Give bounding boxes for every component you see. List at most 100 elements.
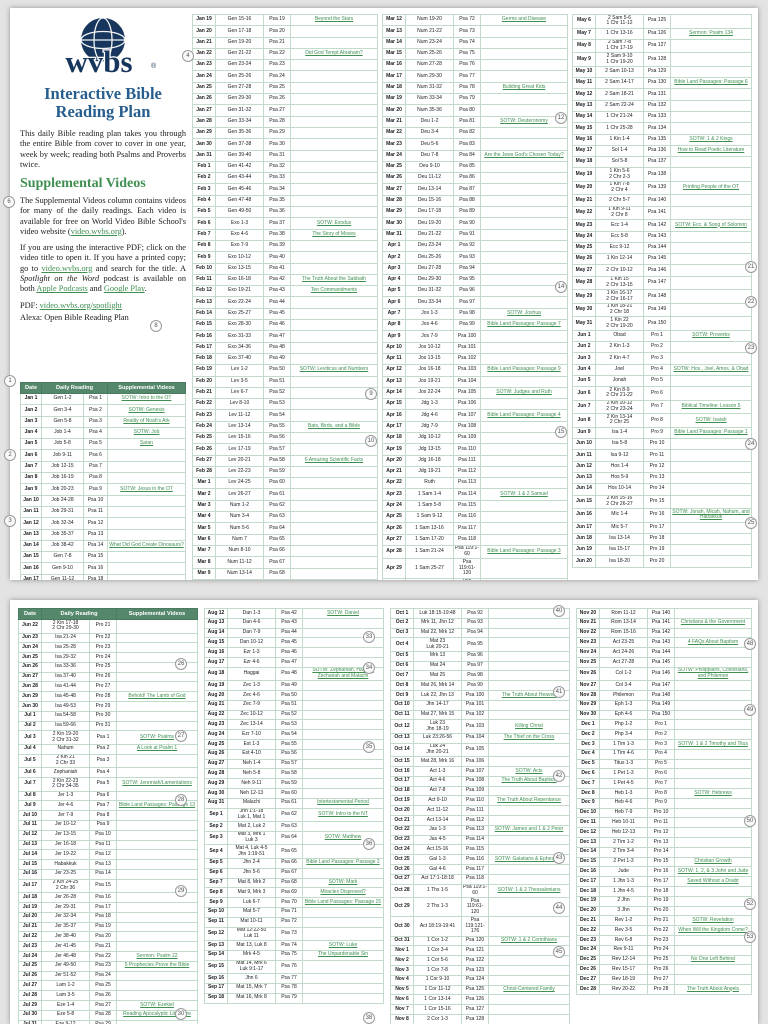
psalm-cell: Psa 127 <box>461 1004 489 1015</box>
video-link[interactable]: SOTW: Jonah, Micah, Nahum, and Habakkuk <box>670 508 752 523</box>
reading-cell: Dan 7-9 <box>227 627 276 639</box>
video-link[interactable]: The Truth About Angels <box>674 983 752 995</box>
video-link[interactable]: SOTW: Ezekiel <box>116 1000 198 1011</box>
psalm-cell: Pro 31 <box>89 720 117 732</box>
video-link[interactable]: Are the Jews God's Chosen Today? <box>480 149 568 162</box>
video-link[interactable]: SOTW: Genesis <box>107 404 186 417</box>
video-link[interactable]: Bible Land Passages: Passage 15 <box>302 897 384 908</box>
video-link[interactable]: Bible Land Passages: Passage 3 <box>480 544 568 560</box>
video-cell <box>290 556 378 569</box>
video-link[interactable]: Bible Land Passages: Passage 2 <box>302 857 384 869</box>
table-row: Mar 21 Deu 1-2 Psa 81 SOTW: Deuteronomy <box>382 115 568 128</box>
video-link[interactable]: 6 Amazing Scientific Facts <box>290 454 378 467</box>
video-link[interactable]: When Will the Kingdom Come? <box>674 925 752 936</box>
video-cell <box>670 494 752 509</box>
video-link[interactable]: Sermon: Psalm 134 <box>670 27 752 40</box>
reading-cell: Jos 16-18 <box>405 364 454 377</box>
video-link[interactable]: Germs and Disease <box>480 13 568 27</box>
video-link[interactable]: 4 FAQs About Baptism <box>674 637 752 649</box>
table-row: Jan 5 Job 5-8 Psa 5 Satan <box>20 438 186 451</box>
video-link[interactable]: Bible Land Passages: Passage 9 <box>480 364 568 377</box>
video-link[interactable]: A Look at Psalm 1 <box>116 743 198 755</box>
video-link[interactable]: SOTW: James and 1 & 2 Peter <box>488 824 570 836</box>
video-link[interactable]: The Truth About Repentance <box>488 795 570 807</box>
date-cell: Jan 2 <box>20 404 42 417</box>
video-link[interactable]: Behold! The Lamb of God <box>116 691 198 703</box>
video-link[interactable]: The Truth About the Sabbath <box>290 273 378 287</box>
date-cell: Jan 4 <box>20 426 42 440</box>
video-link[interactable]: Printing People of the OT <box>670 180 752 196</box>
video-link[interactable]: SOTW: 1, 2, & 3 John and Jude <box>674 866 752 878</box>
video-link[interactable]: SOTW: Job <box>107 426 186 440</box>
video-link[interactable]: SOTW: Jesus in the OT <box>107 483 186 496</box>
video-link[interactable]: SOTW: Hos., Joel, Amos, & Obad <box>670 363 752 376</box>
psalm-cell: Pro 26 <box>89 671 117 683</box>
video-link[interactable]: SOTW: 1 & 2 Samuel <box>480 488 568 501</box>
video-link[interactable]: Building Great Kids <box>480 81 568 95</box>
video-link[interactable]: Christian Growth <box>674 856 752 868</box>
video-link[interactable]: Bats, Birds, and a Bible <box>290 420 378 433</box>
video-link[interactable]: SOTW: Intro to the OT <box>107 392 186 406</box>
video-link[interactable]: Beyond the Stars <box>290 13 378 27</box>
reading-cell: 1 Chr 25-28 <box>595 122 644 135</box>
video-link[interactable]: Bible Land Passages: Passage 4 <box>480 409 568 422</box>
video-link[interactable]: Reality of Noah's Ark <box>107 415 186 428</box>
video-link[interactable]: SOTW: Hebrews <box>674 788 752 799</box>
video-link[interactable]: Did God Tempt Abraham? <box>290 47 378 61</box>
video-link[interactable]: SOTW: Jeremiah/Lamentations <box>116 777 198 792</box>
video-cell <box>302 758 384 770</box>
video-link[interactable]: SOTW: 1 & 2 Corinthians <box>488 935 570 947</box>
video-link[interactable]: SOTW: Proverbs <box>670 329 752 343</box>
video-link[interactable]: SOTW: 1 & 2 Thessalonians <box>488 883 570 899</box>
video-link[interactable]: SOTW: Philippians, Colossians, and Phile… <box>674 666 752 682</box>
video-link[interactable]: Sermon: Psalm 22 <box>116 951 198 962</box>
video-link[interactable]: Miracles Disproved? <box>302 887 384 899</box>
reading-cell: Rev 9-11 <box>599 944 648 956</box>
video-link[interactable]: SOTW: Luke <box>302 940 384 951</box>
video-link[interactable]: SOTW: Ecc. & Song of Solomon <box>670 219 752 232</box>
inline-link[interactable]: Apple Podcasts <box>36 284 88 294</box>
date-cell: Aug 12 <box>204 608 228 619</box>
video-link[interactable]: Bible Land Passages: Passage 7 <box>480 319 568 332</box>
inline-link[interactable]: Google Play <box>103 284 145 294</box>
video-link[interactable]: Killing Christ <box>488 719 570 734</box>
video-link[interactable]: SOTW: Isaiah <box>670 413 752 428</box>
video-link[interactable]: SOTW: Revelation <box>674 915 752 927</box>
video-link[interactable]: The Story of Moses <box>290 228 378 241</box>
video-link[interactable]: SOTW: Leviticus and Numbers <box>290 364 378 377</box>
video-link[interactable]: SOTW: 1 & 2 Timothy and Titus <box>674 739 752 750</box>
video-link[interactable]: Ten Commandments <box>290 285 378 298</box>
video-cell <box>670 471 752 485</box>
video-link[interactable]: SOTW: Intro to the NT <box>302 807 384 823</box>
video-link[interactable]: Bible Land Passages: Passage 1 <box>670 426 752 440</box>
inline-link[interactable]: video.wvbs.org <box>41 263 93 273</box>
video-link[interactable]: Christians & the Government <box>674 617 752 629</box>
video-link[interactable]: No One Left Behind <box>674 954 752 966</box>
table-row: Oct 19 Act 9-10 Psa 110 The Truth About Rep… <box>390 795 570 807</box>
inline-link[interactable]: video.wvbs.org <box>70 226 122 236</box>
table-row: Mar 28 Deu 15-16 Psa 88 <box>382 194 568 208</box>
video-link[interactable]: 5 Prophecies Prove the Bible <box>116 960 198 972</box>
video-link[interactable]: SOTW: Judges and Ruth <box>480 386 568 400</box>
date-cell: Apr 18 <box>382 431 406 445</box>
video-link[interactable]: Christ-Centered Family <box>488 984 570 996</box>
video-link[interactable]: SOTW: Joshua <box>480 307 568 321</box>
video-link[interactable]: Biblical Timeline: Lesson 5 <box>670 399 752 415</box>
video-link[interactable]: SOTW: Daniel <box>302 608 384 619</box>
video-link[interactable]: Saved Without a Doubt <box>674 876 752 888</box>
video-link[interactable]: The Thief on the Cross <box>488 732 570 744</box>
video-link[interactable]: SOTW: 1 & 2 Kings <box>670 133 752 146</box>
video-link[interactable]: Bible Land Passages: Passage 6 <box>670 77 752 90</box>
reading-table: Jan 19 Gen 15-16 Psa 19 Beyond the Stars Jan… <box>192 13 378 580</box>
inline-link[interactable]: video.wvbs.org/spotlight <box>39 300 122 310</box>
video-link[interactable]: Intertestamental Period <box>302 797 384 809</box>
video-link[interactable]: What Did God Create Dinosaurs? <box>107 539 186 553</box>
video-link[interactable]: SOTW: Exodus <box>290 217 378 230</box>
video-link[interactable]: Satan <box>107 438 186 451</box>
video-link[interactable]: SOTW: Mark <box>302 877 384 889</box>
video-link[interactable]: How to Read Poetic Literature <box>670 144 752 158</box>
reading-cell: 3 Jhn <box>599 905 648 917</box>
psalm-cell: Psa 142 <box>647 627 675 639</box>
video-link[interactable]: The Unpardonable Sin <box>302 949 384 961</box>
video-cell <box>674 905 752 917</box>
